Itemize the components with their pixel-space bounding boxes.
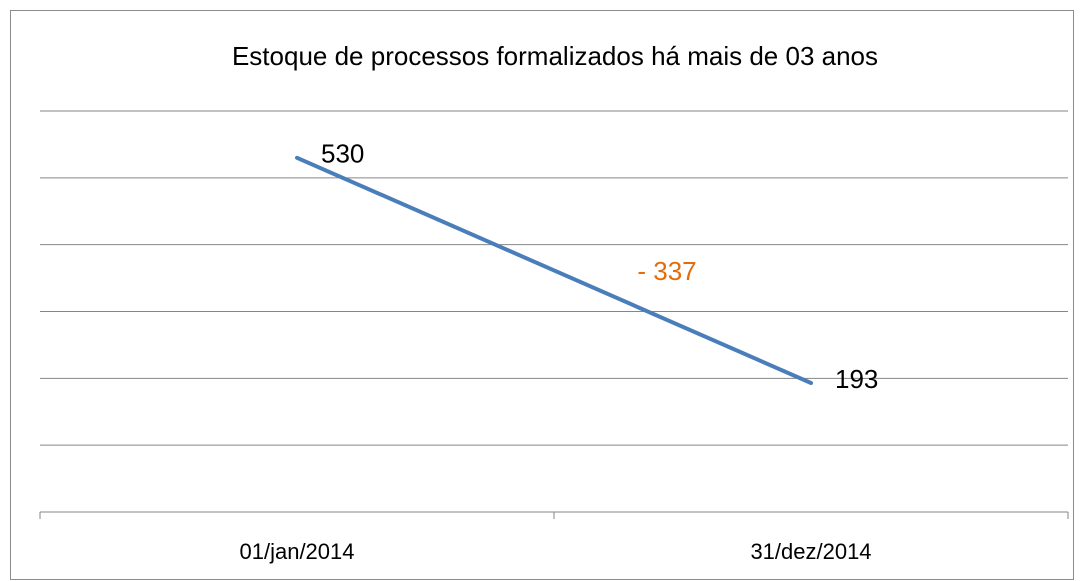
chart-title: Estoque de processos formalizados há mai… (232, 41, 878, 71)
chart-frame (10, 10, 1074, 580)
line-series (295, 155, 813, 386)
data-label: 193 (835, 364, 878, 394)
x-tick-label: 31/dez/2014 (750, 539, 871, 564)
x-tick-label: 01/jan/2014 (240, 539, 355, 564)
data-label: 530 (321, 139, 364, 169)
annotation: - 337 (637, 256, 696, 286)
